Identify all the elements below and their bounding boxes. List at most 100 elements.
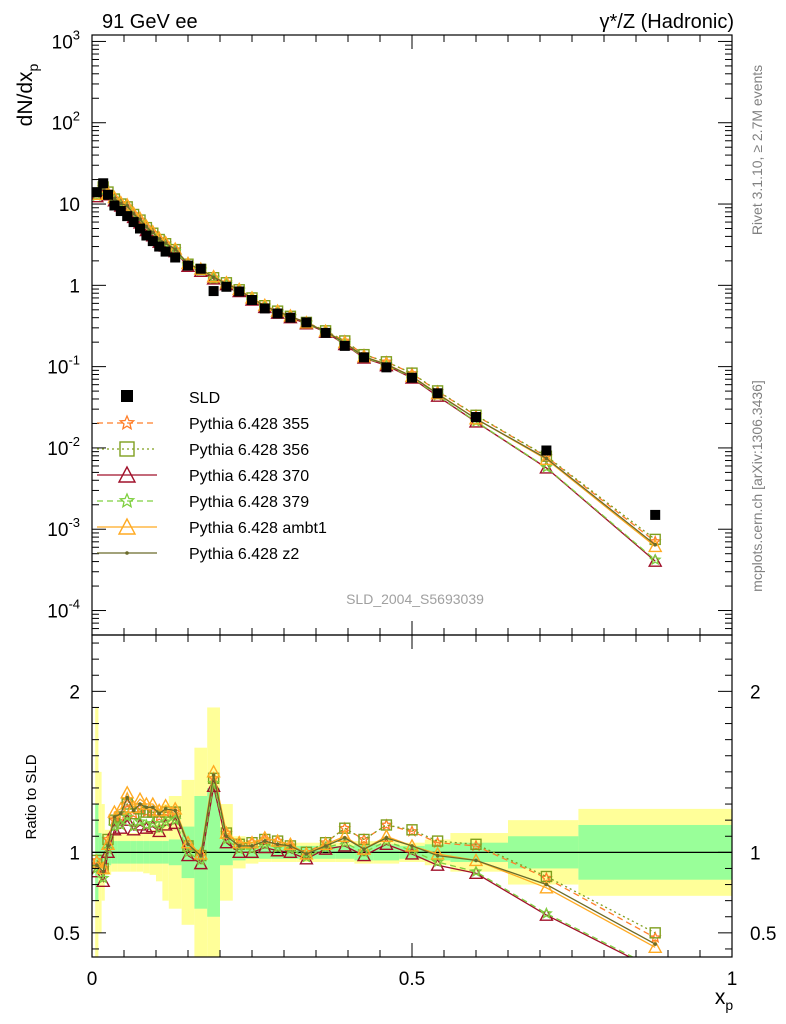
mc-ratio-point (138, 802, 142, 806)
legend-marker (118, 492, 136, 509)
sld-data-point (154, 241, 165, 252)
main-y-tick-label: 10-1 (47, 353, 80, 379)
legend-marker (117, 517, 137, 535)
sld-data-point (103, 189, 113, 200)
mc-ratio-point (157, 811, 161, 816)
mc-ratio-point (469, 865, 483, 878)
legend-label: SLD (189, 390, 220, 407)
sld-data-point (208, 286, 219, 297)
mc-ratio-point (648, 939, 663, 954)
mc-ratio-point (186, 842, 190, 847)
mc-ratio-point (114, 818, 128, 831)
ratio-y-tick-label-right: 1 (750, 843, 761, 864)
mc-ratio-point (539, 880, 554, 894)
mc-ratio-point (435, 853, 440, 858)
mc-ratio-point (406, 824, 418, 836)
mc-ratio-point (224, 834, 229, 839)
mc-ratio-point (211, 773, 216, 777)
sld-data-point (381, 362, 392, 373)
mc-ratio-point (470, 838, 482, 850)
sld-data-point (272, 308, 283, 319)
mc-ratio-point (405, 843, 419, 857)
mcplots-reference-label: mcplots.cern.ch [arXiv:1306.3436] (749, 380, 765, 592)
mc-series-point (144, 224, 149, 229)
sld-data-point (128, 217, 139, 228)
legend-label: Pythia 6.428 z2 (189, 546, 299, 563)
mc-ratio-point (168, 801, 183, 815)
sld-data-point (359, 352, 369, 363)
mc-ratio-point (379, 828, 394, 842)
main-y-tick-label: 10-4 (47, 597, 80, 623)
sld-data-point (141, 230, 152, 241)
mc-series-point (157, 237, 161, 241)
mc-ratio-point (146, 816, 160, 829)
ratio-y-tick-label-right: 2 (750, 682, 761, 703)
mc-ratio-point (430, 846, 445, 860)
mc-series-point (119, 201, 123, 206)
sld-data-point (320, 327, 331, 338)
main-y-tick-label: 10 (59, 195, 80, 216)
legend-label: Pythia 6.428 379 (189, 494, 309, 511)
mc-ratio-point (318, 836, 333, 850)
main-x-ticks (91, 35, 733, 635)
sld-data-point (92, 187, 102, 198)
analysis-id-label: SLD_2004_S5693039 (346, 591, 484, 607)
sld-data-point (432, 388, 443, 399)
mc-series-point (131, 212, 136, 216)
main-y-axis-title: dN/dxp (14, 63, 41, 126)
sld-data-point (221, 281, 232, 292)
mc-ratio-point (144, 805, 149, 810)
sld-data-point (160, 246, 171, 257)
main-y-axis: 10-4 10-3 10-2 10-1 1 10 102 103 (47, 27, 732, 636)
mc-ratio-point (106, 844, 110, 848)
ratio-y-tick-label-right: 0.5 (750, 924, 776, 945)
sld-data-point (301, 317, 312, 328)
sld-data-point (471, 412, 481, 423)
mc-series-point (206, 269, 221, 283)
mc-series-point (151, 230, 155, 235)
mc-ratio-point (431, 855, 445, 868)
legend-marker (118, 414, 136, 431)
ratio-axes: 0 0.5 1 0.5 0.5 1 1 2 2 Ratio to SLD xp (23, 635, 776, 1013)
mc-series-point (173, 247, 177, 252)
mc-ratio-point (173, 808, 177, 813)
mc-ratio-point (405, 824, 419, 837)
mc-series-ratio (95, 773, 657, 946)
mc-ratio-point (163, 807, 168, 811)
mc-ratio-point (362, 847, 366, 851)
mc-ratio-point (343, 836, 347, 840)
mc-ratio-line (96, 778, 656, 939)
mc-ratio-point (304, 852, 309, 856)
mc-series-point (211, 275, 216, 280)
ratio-y-tick-label: 2 (69, 682, 80, 703)
mc-ratio-point (131, 808, 136, 813)
ratio-y-tick-label: 0.5 (54, 924, 80, 945)
mc-series-point (163, 241, 168, 245)
ratio-y-axis-title: Ratio to SLD (23, 754, 40, 839)
sld-data-point (170, 252, 181, 263)
mc-ratio-point (120, 810, 134, 823)
sld-data-point (195, 263, 206, 274)
mc-series-point (544, 456, 549, 461)
mc-ratio-point (275, 842, 280, 847)
mc-series-point (539, 460, 553, 473)
mc-series-point (125, 203, 129, 208)
ratio-panel: 0 0.5 1 0.5 0.5 1 1 2 2 Ratio to SLD xp (23, 634, 776, 1013)
ratio-x-tick-label: 0 (87, 969, 98, 990)
mc-ratio-point (410, 844, 414, 848)
main-y-tick-label: 10-3 (47, 515, 80, 541)
legend-marker (119, 441, 135, 457)
mc-ratio-point (159, 815, 173, 828)
legend-label: Pythia 6.428 370 (189, 468, 309, 485)
sld-data-point (147, 236, 158, 247)
mc-ratio-point (263, 839, 267, 843)
legend-label: Pythia 6.428 356 (189, 442, 309, 459)
sld-data-point (234, 286, 245, 297)
mc-ratio-point (151, 805, 155, 810)
mc-ratio-point (199, 853, 203, 858)
sld-data-point (541, 445, 552, 456)
mc-series-point (653, 542, 657, 547)
mc-ratio-point (207, 776, 221, 789)
rivet-version-label: Rivet 3.1.10, ≥ 2.7M events (749, 65, 765, 235)
legend-label: Pythia 6.428 ambt1 (189, 520, 327, 537)
